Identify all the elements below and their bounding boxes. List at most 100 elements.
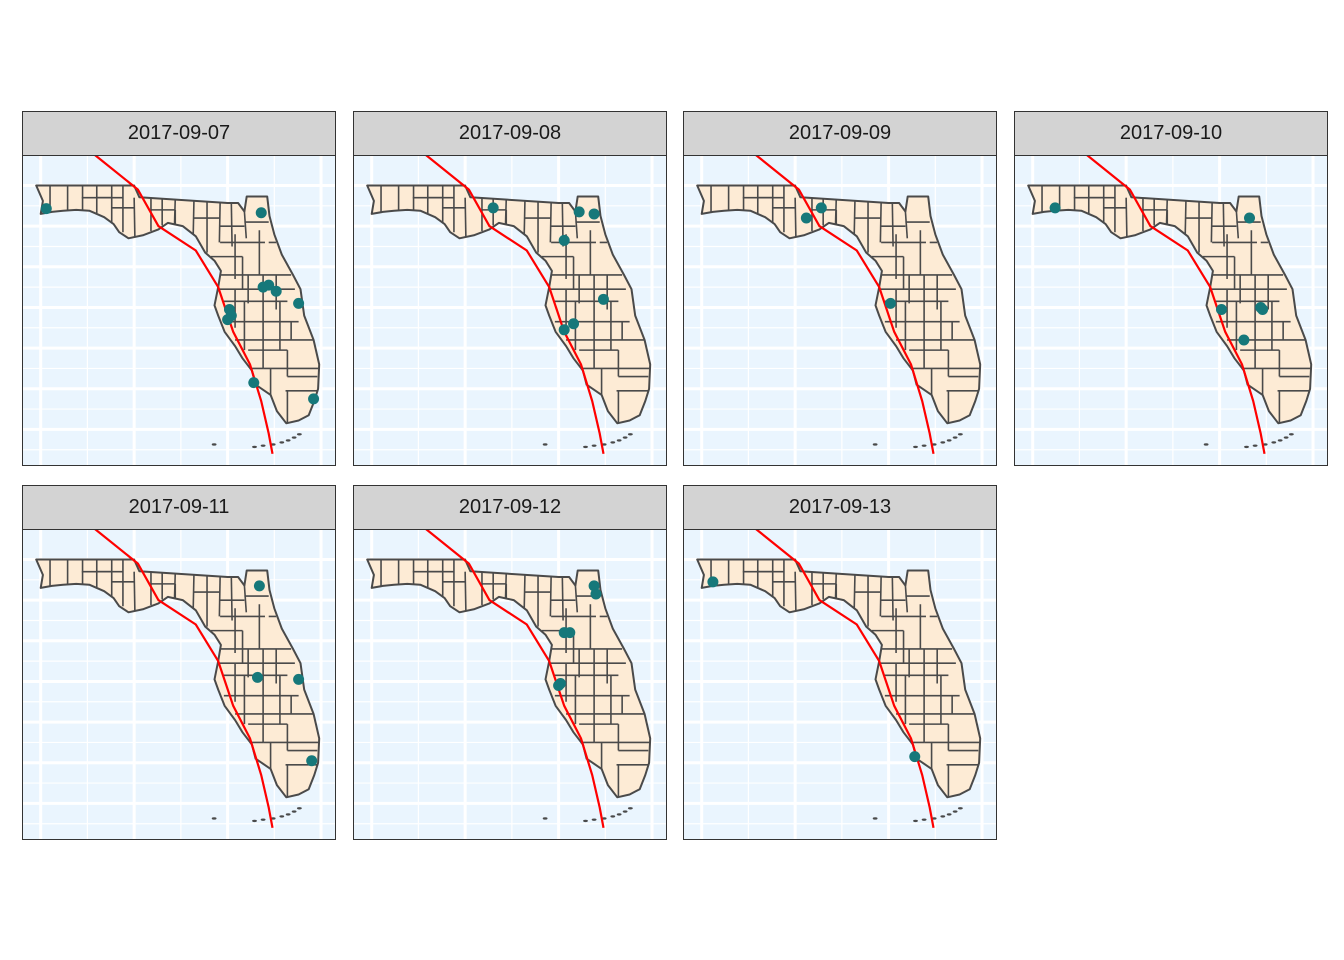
map-panel <box>353 529 667 840</box>
island <box>913 819 918 823</box>
island <box>627 433 633 436</box>
data-point <box>1257 303 1269 315</box>
island <box>270 817 276 820</box>
data-point <box>558 627 570 639</box>
island <box>1252 444 1258 447</box>
facet-2017-09-07: 2017-09-07 <box>22 111 336 466</box>
island <box>252 445 257 449</box>
facet-strip-label: 2017-09-13 <box>683 485 997 529</box>
data-point <box>800 212 812 224</box>
facet-strip-label: 2017-09-10 <box>1014 111 1328 155</box>
data-point <box>573 206 585 218</box>
island <box>957 433 963 436</box>
florida-outline <box>35 184 321 425</box>
island <box>1277 439 1283 442</box>
map-panel <box>683 529 997 840</box>
panel-border <box>683 529 997 840</box>
island <box>931 817 937 820</box>
island <box>1271 441 1277 444</box>
island <box>921 818 927 821</box>
island <box>260 444 266 447</box>
island <box>601 817 607 820</box>
panel-border <box>22 155 336 466</box>
county-boundaries <box>49 559 320 798</box>
facet-2017-09-09: 2017-09-09 <box>683 111 997 466</box>
data-point <box>815 202 827 214</box>
island <box>622 436 628 439</box>
island <box>921 444 927 447</box>
florida-map <box>22 155 336 466</box>
map-panel <box>22 155 336 466</box>
data-point <box>306 755 318 767</box>
map-panel <box>353 155 667 466</box>
data-point <box>1238 334 1250 346</box>
island <box>1288 433 1294 436</box>
island <box>622 810 628 813</box>
storm-track <box>425 155 605 455</box>
island <box>270 443 276 446</box>
island <box>952 436 958 439</box>
map-panel <box>22 529 336 840</box>
facet-strip-label: 2017-09-12 <box>353 485 667 529</box>
facet-2017-09-08: 2017-09-08 <box>353 111 667 466</box>
florida-map <box>22 529 336 840</box>
panel-border <box>22 529 336 840</box>
data-point <box>707 576 719 588</box>
island <box>931 443 937 446</box>
island <box>279 441 285 444</box>
data-point <box>293 297 305 309</box>
data-point <box>308 393 320 405</box>
island <box>610 441 616 444</box>
island <box>946 813 952 816</box>
panel-border <box>683 155 997 466</box>
data-point <box>553 680 565 692</box>
florida-outline <box>696 184 982 425</box>
facet-strip-label: 2017-09-09 <box>683 111 997 155</box>
data-point <box>558 324 570 336</box>
island <box>542 817 548 820</box>
island <box>291 810 297 813</box>
island <box>252 819 257 823</box>
florida-map <box>1014 155 1328 466</box>
data-point <box>257 281 269 293</box>
island <box>591 818 597 821</box>
data-point <box>909 751 921 763</box>
island <box>1244 445 1249 449</box>
facet-2017-09-11: 2017-09-11 <box>22 485 336 840</box>
facet-2017-09-10: 2017-09-10 <box>1014 111 1328 466</box>
island <box>296 433 302 436</box>
island <box>296 807 302 810</box>
florida-map <box>683 155 997 466</box>
data-point <box>568 318 580 330</box>
island <box>1262 443 1268 446</box>
island <box>872 443 878 446</box>
panel-border <box>353 155 667 466</box>
facet-strip-label: 2017-09-08 <box>353 111 667 155</box>
data-point <box>1244 212 1255 224</box>
florida-map <box>353 529 667 840</box>
facet-2017-09-12: 2017-09-12 <box>353 485 667 840</box>
florida-outline <box>366 184 652 425</box>
facet-strip-label: 2017-09-11 <box>22 485 336 529</box>
island <box>616 813 622 816</box>
island <box>291 436 297 439</box>
island <box>285 813 291 816</box>
island <box>211 443 217 446</box>
data-point <box>222 314 234 326</box>
island <box>913 445 918 449</box>
data-point <box>40 203 52 215</box>
data-point <box>590 588 602 600</box>
island <box>957 807 963 810</box>
island <box>601 443 607 446</box>
island <box>940 815 946 818</box>
facet-2017-09-13: 2017-09-13 <box>683 485 997 840</box>
island <box>583 445 588 449</box>
data-point <box>884 297 896 309</box>
facet-strip-label: 2017-09-07 <box>22 111 336 155</box>
county-boundaries <box>380 185 651 424</box>
island <box>211 817 217 820</box>
county-boundaries <box>710 559 981 798</box>
island <box>591 444 597 447</box>
island <box>872 817 878 820</box>
storm-track <box>94 529 274 829</box>
